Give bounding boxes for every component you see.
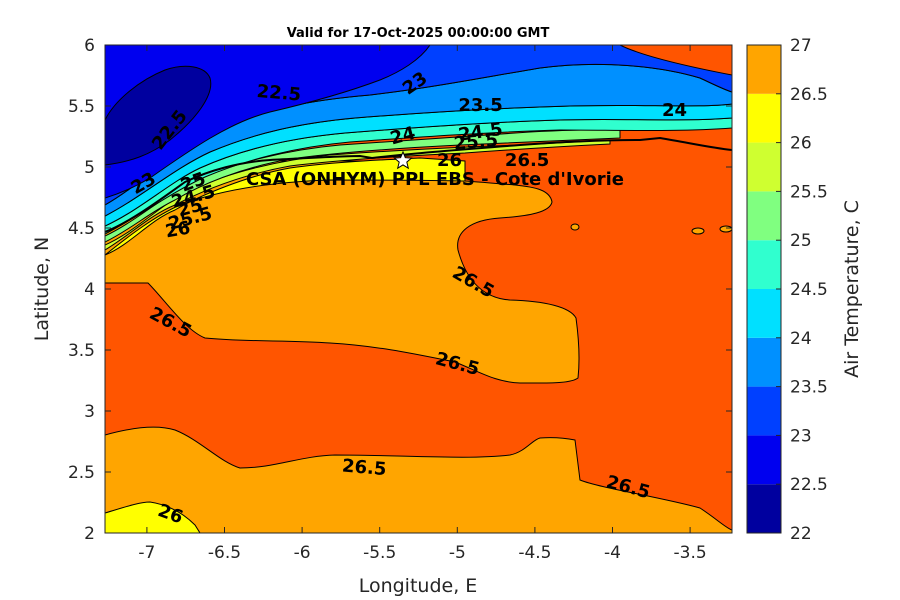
colorbar-tick-label: 22.5 (790, 475, 828, 495)
y-tick-label: 3 (84, 402, 95, 422)
colorbar-segment (747, 142, 781, 192)
y-axis: 22.533.544.555.56 (68, 36, 732, 544)
fill-25 (105, 139, 611, 251)
x-tick-label: -4.5 (518, 543, 551, 563)
contour-label: 23.5 (458, 95, 502, 116)
x-tick-label: -6.5 (208, 543, 241, 563)
fill-25-5 (105, 157, 466, 256)
x-tick-label: -4 (604, 543, 621, 563)
island-east (570, 223, 580, 231)
contour-label: 26 (164, 217, 192, 242)
colorbar: 22 22.5 23 23.5 24 24.5 25 25.5 26 26.5 27 (746, 36, 828, 544)
station-group: CSA (ONHYM) PPL EBS - Cote d'Ivorie (246, 150, 624, 190)
y-tick-label: 5 (84, 158, 95, 178)
colorbar-segment (747, 240, 781, 289)
x-tick-label: -5 (449, 543, 466, 563)
x-tick-label: -7 (138, 543, 155, 563)
y-tick-label: 4.5 (68, 219, 95, 239)
colorbar-segment (747, 386, 781, 436)
colorbar-tick-label: 26.5 (790, 85, 828, 105)
fill-25-5-corner (105, 501, 201, 533)
fill-22-core (105, 65, 212, 166)
colorbar-tick-label: 24.5 (790, 280, 828, 300)
colorbar-segment (747, 484, 781, 533)
contour-label: 26 (437, 150, 462, 171)
colorbar-tick-label: 24 (790, 329, 812, 349)
x-tick-label: -5.5 (363, 543, 396, 563)
y-tick-label: 2.5 (68, 463, 95, 483)
contour-label: 22.5 (256, 81, 302, 106)
x-axis-label: Longitude, E (359, 575, 478, 597)
colorbar-segment (747, 435, 781, 485)
chart-title: Valid for 17-Oct-2025 00:00:00 GMT (287, 26, 550, 41)
colorbar-segment (747, 93, 781, 143)
colorbar-segment (747, 289, 781, 338)
contour-label: 25.5 (453, 130, 499, 155)
y-tick-label: 5.5 (68, 97, 95, 117)
colorbar-tick-label: 23 (790, 426, 812, 446)
y-tick-label: 3.5 (68, 341, 95, 361)
colorbar-tick-label: 27 (790, 36, 812, 56)
colorbar-tick-label: 22 (790, 524, 812, 544)
contour-label: 24 (662, 100, 687, 121)
x-tick-label: -3.5 (674, 543, 707, 563)
colorbar-label: Air Temperature, C (841, 200, 863, 378)
coastline (105, 136, 732, 233)
colorbar-segment (747, 45, 781, 94)
contour-label: 26.5 (505, 150, 549, 171)
station-star-icon (393, 150, 413, 170)
fill-26-upper (105, 160, 580, 384)
y-tick-label: 6 (84, 36, 95, 56)
fill-26-lower (105, 426, 732, 533)
island-east-2 (691, 227, 705, 235)
contour-fills (105, 45, 732, 533)
y-tick-label: 2 (84, 524, 95, 544)
colorbar-tick-label: 25 (790, 231, 812, 251)
colorbar-tick-label: 26 (790, 134, 812, 154)
island-east-3 (719, 225, 732, 233)
colorbar-tick-label: 25.5 (790, 182, 828, 202)
colorbar-tick-label: 23.5 (790, 378, 828, 398)
contour-label: 26.5 (341, 455, 387, 480)
x-tick-label: -6 (294, 543, 311, 563)
y-tick-label: 4 (84, 280, 95, 300)
colorbar-segment (747, 191, 781, 241)
y-axis-label: Latitude, N (31, 237, 53, 342)
x-axis: -7 -6.5 -6 -5.5 -5 -4.5 -4 -3.5 (138, 45, 707, 563)
colorbar-segment (747, 337, 781, 387)
station-label: CSA (ONHYM) PPL EBS - Cote d'Ivorie (246, 169, 624, 190)
